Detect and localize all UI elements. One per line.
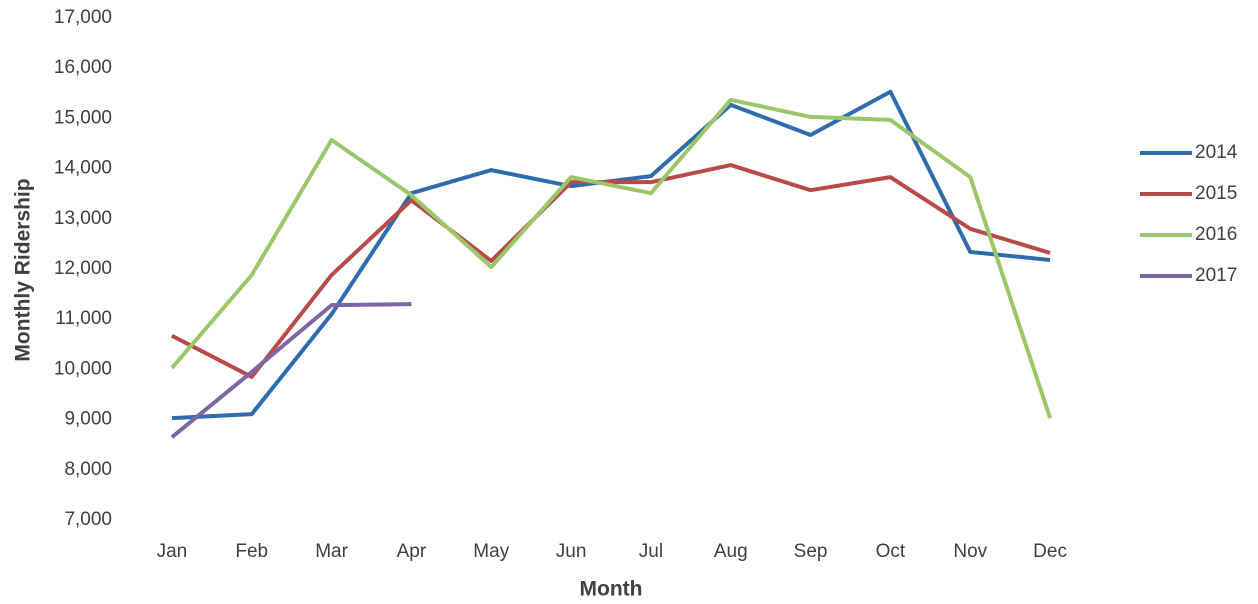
x-tick-label: May xyxy=(473,541,509,562)
legend-label: 2016 xyxy=(1195,224,1237,245)
y-tick-label: 10,000 xyxy=(54,358,112,379)
legend-label: 2017 xyxy=(1195,265,1237,286)
x-tick-label: Apr xyxy=(397,541,427,562)
y-tick-label: 15,000 xyxy=(54,107,112,128)
x-tick-label: Aug xyxy=(714,541,748,562)
y-tick-label: 7,000 xyxy=(64,509,112,530)
y-tick-label: 12,000 xyxy=(54,258,112,279)
y-axis-title: Monthly Ridership xyxy=(12,178,35,361)
series-line xyxy=(170,302,412,439)
legend-label: 2014 xyxy=(1195,142,1238,163)
x-tick-label: Jun xyxy=(556,541,587,562)
y-tick-label: 14,000 xyxy=(54,158,112,179)
series-line xyxy=(171,163,1051,379)
x-tick-label: Mar xyxy=(315,541,348,562)
x-tick-label: Oct xyxy=(876,541,906,562)
x-tick-label: Jan xyxy=(157,541,188,562)
x-tick-label: Dec xyxy=(1033,541,1067,562)
y-tick-label: 9,000 xyxy=(64,409,112,430)
y-tick-label: 11,000 xyxy=(55,308,112,329)
legend-label: 2015 xyxy=(1195,183,1237,204)
y-tick-label: 17,000 xyxy=(54,7,112,28)
y-tick-label: 16,000 xyxy=(54,57,112,78)
x-tick-label: Jul xyxy=(639,541,663,562)
y-tick-label: 8,000 xyxy=(64,459,112,480)
x-axis-title: Month xyxy=(580,578,643,601)
x-tick-label: Sep xyxy=(794,541,828,562)
series-line xyxy=(170,97,1052,419)
y-tick-label: 13,000 xyxy=(54,208,112,229)
x-tick-label: Feb xyxy=(235,541,268,562)
x-tick-label: Nov xyxy=(953,541,987,562)
